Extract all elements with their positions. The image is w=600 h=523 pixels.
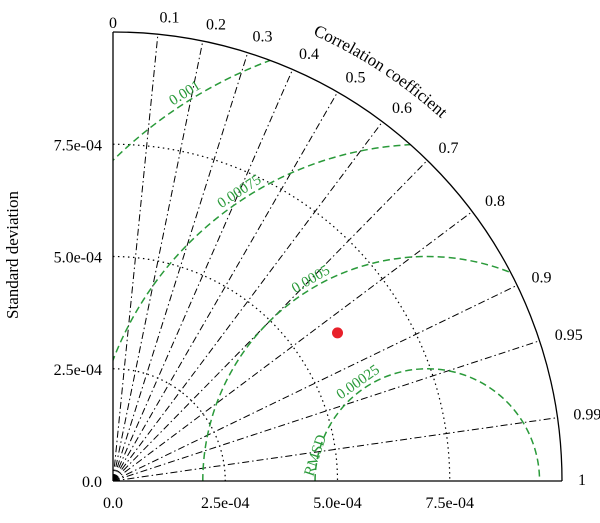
- corr-tick-label: 0.1: [160, 9, 180, 26]
- corr-tick-label: 0.8: [485, 193, 505, 210]
- axes: [112, 31, 563, 482]
- corr-tick-label: 1: [578, 472, 586, 489]
- y-tick-label: 2.5e-04: [54, 362, 102, 379]
- std-arc-1: [112, 368, 226, 482]
- corr-tick-label: 0.99: [573, 406, 600, 423]
- corr-line-4: [112, 69, 294, 482]
- rmsd-contour-label: 0.00075: [215, 172, 265, 212]
- data-point: [332, 327, 343, 339]
- labels: Standard deviation 0.00.0 2.5e-04 2.5e-04 5…: [3, 9, 600, 512]
- corr-tick-label: 0.4: [299, 46, 319, 63]
- corr-tick-label: 0.9: [532, 269, 552, 286]
- corr-line-10: [112, 340, 540, 482]
- rmsd-contour-1: [202, 255, 562, 481]
- corr-tick-label: 0: [109, 15, 117, 32]
- corr-line-8: [112, 211, 473, 482]
- corr-line-1: [112, 34, 159, 482]
- y-tick-label: 5.0e-04: [54, 250, 102, 267]
- corr-line-3: [112, 52, 249, 482]
- y-axis-label: Standard deviation: [3, 191, 22, 319]
- x-tick-label: 0.0: [103, 495, 123, 512]
- rmsd-contour-label: 0.00025: [334, 362, 383, 403]
- correlation-axis-label: Correlation coefficient: [311, 21, 451, 122]
- corr-line-9: [112, 284, 518, 482]
- std-arc-3: [112, 143, 451, 482]
- rmsd-contour-label: 0.0005: [289, 262, 333, 296]
- rmsd-contour-label: 0.001: [167, 78, 204, 109]
- corr-tick-label: 0.7: [439, 140, 459, 157]
- outer-arc: [112, 31, 563, 482]
- corr-tick-label: 0.6: [392, 100, 412, 117]
- corr-tick-label: 0.2: [206, 16, 226, 33]
- y-tick-label: 7.5e-04: [54, 137, 102, 154]
- corr-tick-label: 0.3: [253, 28, 273, 45]
- x-tick-label: 2.5e-04: [201, 495, 249, 512]
- corr-line-5: [112, 91, 338, 482]
- rmsd-contour-2: [113, 143, 562, 481]
- rmsd-contour-0: [314, 368, 541, 481]
- y-tick-label: 0.0: [82, 474, 102, 491]
- x-tick-label: 7.5e-04: [426, 495, 474, 512]
- corr-tick-label: 0.95: [555, 327, 583, 344]
- corr-line-6: [112, 121, 383, 482]
- corr-tick-label: 0.5: [346, 69, 366, 86]
- x-tick-label: 5.0e-04: [313, 495, 361, 512]
- corr-line-11: [112, 417, 558, 482]
- rmsd-label: RMSD: [302, 433, 330, 479]
- points-layer: [332, 327, 343, 339]
- std-arc-2: [112, 255, 339, 482]
- corr-line-2: [112, 40, 204, 482]
